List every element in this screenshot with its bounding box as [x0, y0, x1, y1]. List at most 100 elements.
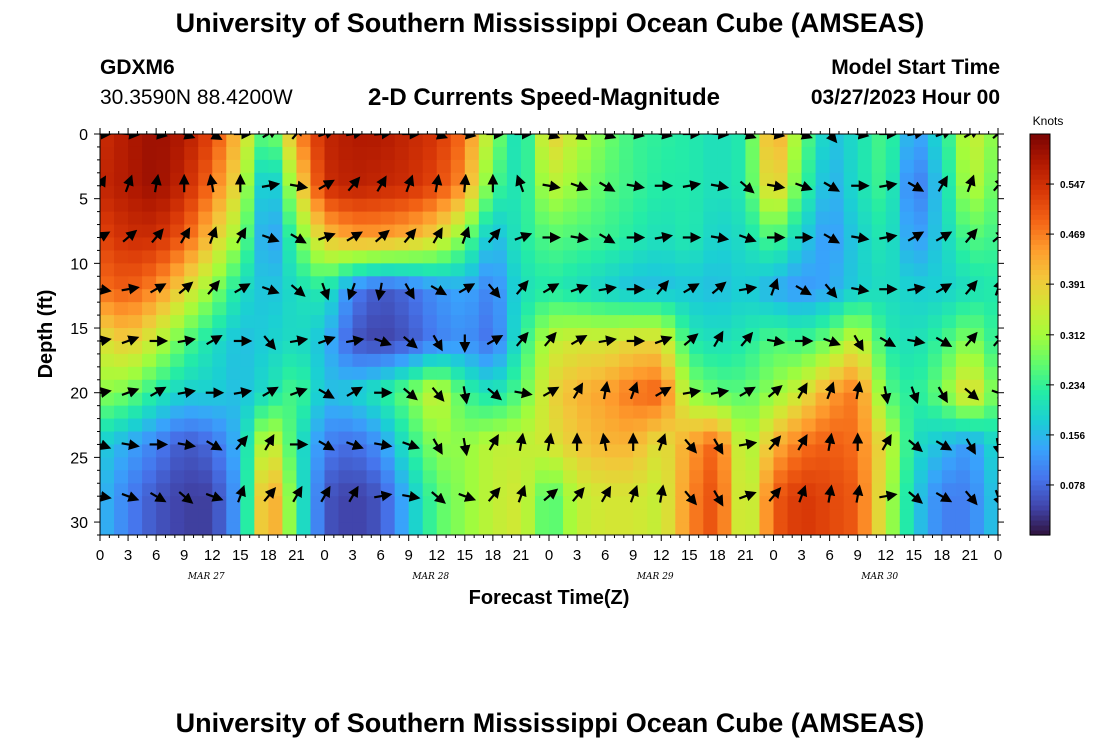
heatmap-cell — [843, 224, 859, 239]
heatmap-cell — [801, 172, 817, 187]
heatmap-cell — [689, 353, 704, 368]
heatmap-cell — [549, 522, 564, 535]
heatmap-cell — [871, 302, 887, 316]
heatmap-cell — [324, 496, 340, 510]
heatmap-cell — [310, 315, 326, 329]
heatmap-cell — [605, 289, 620, 303]
heatmap-cell — [955, 405, 971, 420]
heatmap-cell — [563, 379, 578, 394]
heatmap-cell — [843, 185, 859, 200]
heatmap-cell — [661, 353, 676, 368]
heatmap-cell — [492, 211, 508, 226]
heatmap-cell — [184, 159, 199, 174]
heatmap-cell — [366, 315, 382, 329]
heatmap-cell — [170, 418, 185, 433]
current-arrow — [402, 490, 421, 502]
heatmap-cell — [436, 431, 452, 446]
heatmap-cell — [717, 315, 733, 329]
heatmap-cell — [366, 224, 382, 239]
colorbar-segment — [1030, 399, 1050, 406]
heatmap-cell — [422, 328, 438, 342]
heatmap-cell — [422, 457, 438, 471]
heatmap-cell — [675, 353, 690, 368]
heatmap-cell — [619, 185, 634, 200]
heatmap-cell — [422, 185, 438, 200]
heatmap-cell — [591, 366, 606, 381]
heatmap-cell — [759, 457, 775, 471]
current-arrow — [963, 134, 981, 139]
heatmap-cell — [717, 340, 733, 355]
heatmap-cell — [100, 418, 115, 433]
heatmap-cell — [422, 198, 438, 213]
current-arrow — [965, 174, 976, 193]
heatmap-cell — [885, 146, 901, 161]
colorbar-segment — [1030, 324, 1050, 331]
heatmap-cell — [941, 328, 957, 342]
heatmap-cell — [941, 483, 957, 497]
heatmap-cell — [380, 198, 396, 213]
colorbar-segment — [1030, 314, 1050, 321]
heatmap-cell — [450, 353, 466, 368]
current-arrow — [992, 331, 998, 347]
heatmap-cell — [114, 418, 129, 433]
heatmap-cell — [591, 483, 606, 497]
heatmap-cell — [170, 263, 185, 277]
heatmap-cell — [815, 134, 831, 148]
heatmap-cell — [899, 340, 915, 355]
colorbar-segment — [1030, 304, 1050, 311]
heatmap-cell — [450, 263, 466, 277]
colorbar-segment — [1030, 204, 1050, 210]
current-arrow — [318, 179, 335, 191]
heatmap-cell — [534, 134, 550, 148]
heatmap-cell — [731, 315, 747, 329]
heatmap-cell — [296, 457, 312, 471]
heatmap-cell — [156, 315, 171, 329]
heatmap-cell — [114, 250, 129, 264]
current-arrow — [346, 386, 363, 397]
heatmap-cell — [100, 237, 115, 252]
heatmap-cell — [422, 289, 438, 303]
heatmap-cell — [282, 392, 298, 407]
heatmap-cell — [899, 444, 915, 458]
heatmap-cell — [703, 250, 718, 264]
heatmap-cell — [563, 522, 578, 535]
heatmap-cell — [675, 198, 690, 213]
current-arrow — [655, 386, 672, 397]
heatmap-cell — [717, 146, 733, 161]
heatmap-cell — [731, 224, 747, 239]
heatmap-cell — [591, 237, 606, 252]
heatmap-cell — [549, 289, 564, 303]
x-tick-label: 18 — [260, 547, 277, 564]
heatmap-cell — [871, 457, 887, 471]
heatmap-cell — [801, 185, 817, 200]
heatmap-cell — [240, 224, 255, 239]
heatmap-cell — [212, 289, 227, 303]
heatmap-cell — [408, 496, 424, 510]
heatmap-cell — [240, 340, 255, 355]
colorbar-segment — [1030, 164, 1050, 170]
current-arrow — [880, 386, 892, 405]
heatmap-cell — [633, 237, 648, 252]
heatmap-cell — [801, 237, 817, 252]
colorbar-segment — [1030, 149, 1050, 155]
heatmap-cell — [436, 353, 452, 368]
heatmap-cell — [310, 250, 326, 264]
heatmap-cell — [394, 134, 410, 148]
x-tick-label: 18 — [709, 547, 726, 564]
heatmap-cell — [254, 159, 269, 174]
heatmap-cell — [282, 457, 298, 471]
heatmap-cell — [296, 522, 312, 535]
current-arrow — [100, 439, 112, 450]
heatmap-cell — [983, 302, 998, 316]
current-arrow — [768, 435, 782, 451]
heatmap-cell — [282, 211, 298, 226]
x-tick-label: 12 — [653, 547, 670, 564]
heatmap-cell — [100, 522, 115, 535]
heatmap-cell — [268, 522, 284, 535]
heatmap-cell — [282, 172, 298, 187]
heatmap-cell — [198, 302, 213, 316]
current-arrow — [542, 386, 560, 397]
heatmap-cell — [226, 302, 241, 316]
heatmap-cell — [591, 134, 606, 148]
heatmap-cell — [899, 146, 915, 161]
